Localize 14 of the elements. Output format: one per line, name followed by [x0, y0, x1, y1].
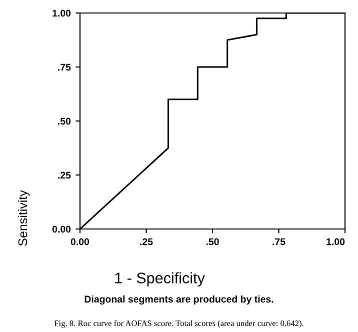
y-tick-label: 0.00: [52, 226, 71, 233]
x-tick-label: .50: [206, 238, 219, 246]
y-tick-label: .25: [58, 172, 71, 179]
y-tick-label: .50: [58, 118, 71, 125]
x-tick-label: 1.00: [326, 238, 345, 246]
x-axis-title: 1 - Specificity: [115, 272, 205, 286]
x-tick-label: .75: [272, 238, 286, 246]
caption: Fig. 8. Roc curve for AOFAS score. Total scores (area under curve: 0.642).: [54, 320, 304, 328]
x-tick-label: .25: [140, 238, 153, 246]
y-axis-title: Sensitivity: [18, 190, 30, 246]
text: Diagonal segments are produced by ties.: [84, 295, 274, 305]
y-tick-label: .75: [58, 64, 71, 71]
y-tick-label: 1.00: [52, 10, 71, 17]
x-tick-label: 0.00: [70, 238, 90, 246]
